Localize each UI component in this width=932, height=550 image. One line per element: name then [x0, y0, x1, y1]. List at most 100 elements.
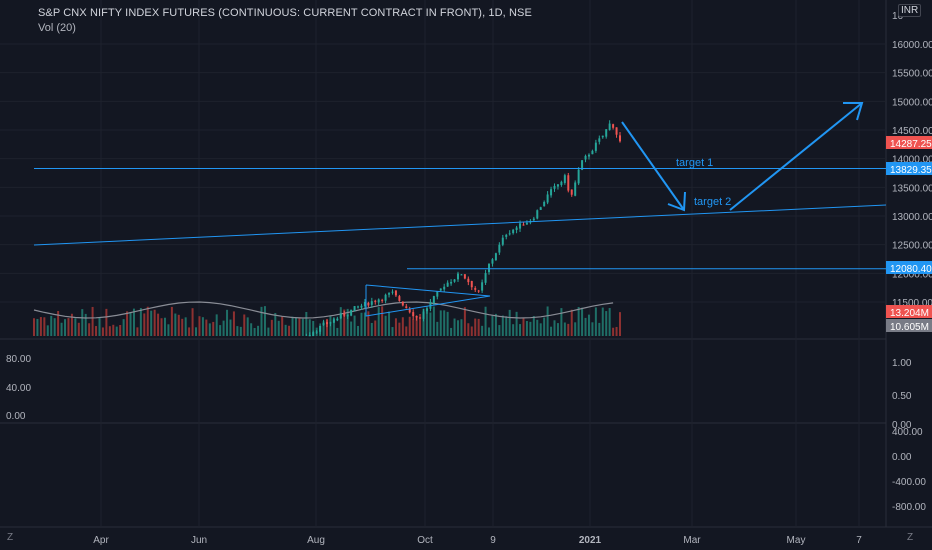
volume-ma-line [33, 301, 614, 319]
volume-bar [174, 313, 177, 336]
volume-bar [146, 306, 149, 336]
volume-bar [188, 327, 191, 336]
volume-bar [60, 322, 63, 336]
volume-bar [567, 323, 570, 336]
volume-bar [498, 325, 501, 336]
volume-indicator-label[interactable]: Vol (20) [38, 22, 76, 34]
macd-tick: -400.00 [892, 477, 926, 488]
volume-bar [170, 306, 173, 336]
volume-bar [488, 327, 491, 336]
x-tick-label: Jun [191, 535, 207, 546]
timezone-right[interactable]: Z [906, 532, 914, 543]
volume-bar [98, 317, 101, 336]
candle-body [436, 291, 439, 297]
volume-bar [43, 317, 46, 336]
volume-bar [115, 326, 118, 336]
volume-bar [198, 316, 201, 336]
y-tick-label: 15000.00 [892, 97, 932, 108]
price-label-box [886, 319, 932, 332]
volume-bar [536, 319, 539, 336]
volume-bar [136, 327, 139, 336]
volume-bar [36, 318, 39, 336]
volume-bar [50, 315, 53, 336]
volume-bar [239, 326, 242, 336]
candle-body [332, 319, 335, 323]
candle-body [381, 299, 384, 301]
volume-bar [401, 317, 404, 336]
candle-body [470, 281, 473, 288]
volume-bar [384, 315, 387, 336]
price-label-box [886, 305, 932, 318]
volume-bar [284, 324, 287, 336]
candle-body [467, 278, 470, 283]
indicator-left-tick: 40.00 [6, 383, 31, 394]
candle-body [398, 296, 401, 301]
y-tick-label: 13500.00 [892, 183, 932, 194]
volume-bar [343, 309, 346, 336]
volume-bar [443, 310, 446, 336]
volume-bar [122, 319, 125, 336]
price-axis[interactable]: 11500.00 12000.00 12500.00 13000.00 13500.00… [6, 11, 932, 513]
volume-bar [381, 306, 384, 336]
candle-body [484, 273, 487, 283]
volume-bar [281, 316, 284, 336]
volume-bar [474, 318, 477, 336]
y-tick-label: 13000.00 [892, 212, 932, 223]
volume-bar [415, 316, 418, 336]
volume-bar [453, 318, 456, 336]
volume-bar [267, 327, 270, 336]
volume-bar [522, 317, 525, 336]
candle-body [339, 313, 342, 319]
y-tick-label: 11500.00 [892, 298, 932, 309]
price-label: 13.204M [890, 308, 929, 319]
volume-bar [46, 325, 49, 336]
volume-bar [243, 314, 246, 336]
volume-bar [360, 312, 363, 336]
volume-bar [294, 317, 297, 336]
candle-body [577, 169, 580, 184]
candle-body [598, 138, 601, 142]
volume-bar [257, 325, 260, 336]
volume-bar [388, 311, 391, 336]
volume-bar [39, 317, 42, 336]
candle-body [550, 189, 553, 196]
volume-bar [70, 313, 73, 336]
volume-bar [236, 326, 239, 336]
volume-bar [143, 313, 146, 336]
volume-bar [322, 321, 325, 336]
candle-body [401, 301, 404, 306]
pattern-lines [365, 284, 491, 317]
currency-badge[interactable]: INR [898, 4, 922, 17]
candle-body [543, 201, 546, 207]
volume-bar [425, 308, 428, 336]
drawings[interactable]: target 1 target 2 [33, 102, 887, 317]
volume-bar [363, 312, 366, 336]
candle-body [384, 294, 387, 301]
volume-bar [91, 306, 94, 336]
time-axis[interactable]: Apr Jun Aug Oct 9 2021 Mar May 7 [93, 535, 862, 546]
volume-bar [546, 306, 549, 336]
timezone-left[interactable]: Z [6, 532, 14, 543]
volume-bar [101, 327, 104, 336]
volume-bar [477, 318, 480, 336]
volume-bar [432, 306, 435, 336]
volume-bars [33, 301, 621, 336]
candlesticks [305, 120, 621, 337]
x-tick-label: 7 [856, 535, 862, 546]
y-tick-label: 14500.00 [892, 126, 932, 137]
candle-body [453, 279, 456, 282]
candle-body [584, 155, 587, 160]
candle-body [312, 332, 315, 337]
candle-body [512, 229, 515, 234]
candle-body [498, 244, 501, 253]
candle-body [563, 175, 566, 183]
candle-body [605, 129, 608, 137]
volume-bar [357, 325, 360, 336]
volume-bar [350, 321, 353, 336]
volume-bar [446, 311, 449, 336]
volume-bar [553, 320, 556, 336]
volume-bar [33, 318, 35, 336]
volume-bar [163, 317, 166, 336]
